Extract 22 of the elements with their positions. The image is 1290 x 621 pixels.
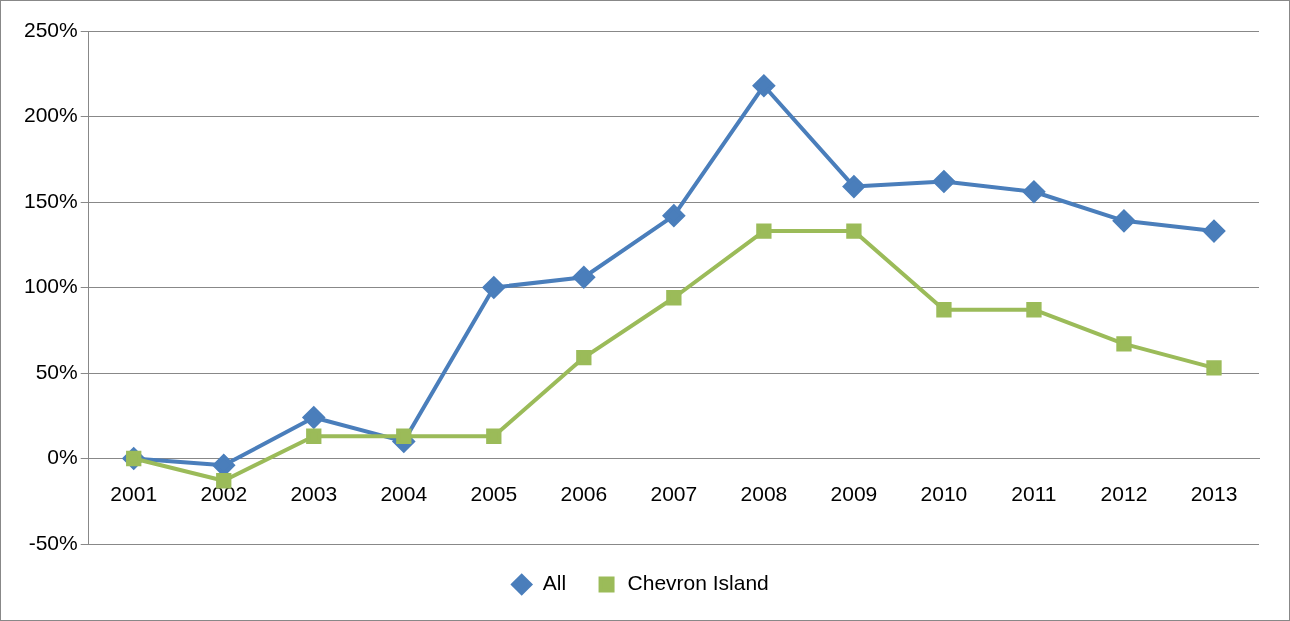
y-tick-label: 0% bbox=[47, 445, 78, 469]
x-tick-label: 2001 bbox=[110, 481, 158, 505]
x-tick-label: 2005 bbox=[470, 481, 518, 505]
legend-label: Chevron Island bbox=[627, 571, 769, 595]
x-tick-label: 2004 bbox=[380, 481, 428, 505]
x-tick-label: 2012 bbox=[1100, 481, 1148, 505]
x-tick-label: 2011 bbox=[1011, 481, 1057, 505]
legend-label: All bbox=[542, 571, 567, 595]
x-tick-label: 2009 bbox=[830, 481, 878, 505]
x-tick-label: 2008 bbox=[740, 481, 788, 505]
y-tick-label: 250% bbox=[23, 17, 78, 41]
x-tick-label: 2003 bbox=[290, 481, 338, 505]
x-tick-label: 2006 bbox=[560, 481, 608, 505]
y-tick-label: 100% bbox=[23, 274, 78, 298]
x-tick-label: 2002 bbox=[200, 481, 248, 505]
y-tick-label: 50% bbox=[35, 359, 78, 383]
y-tick-label: 150% bbox=[23, 188, 78, 212]
x-tick-label: 2007 bbox=[650, 481, 698, 505]
y-tick-label: -50% bbox=[28, 530, 78, 554]
x-tick-label: 2010 bbox=[920, 481, 968, 505]
y-tick-label: 200% bbox=[23, 103, 78, 127]
x-tick-label: 2013 bbox=[1190, 481, 1238, 505]
